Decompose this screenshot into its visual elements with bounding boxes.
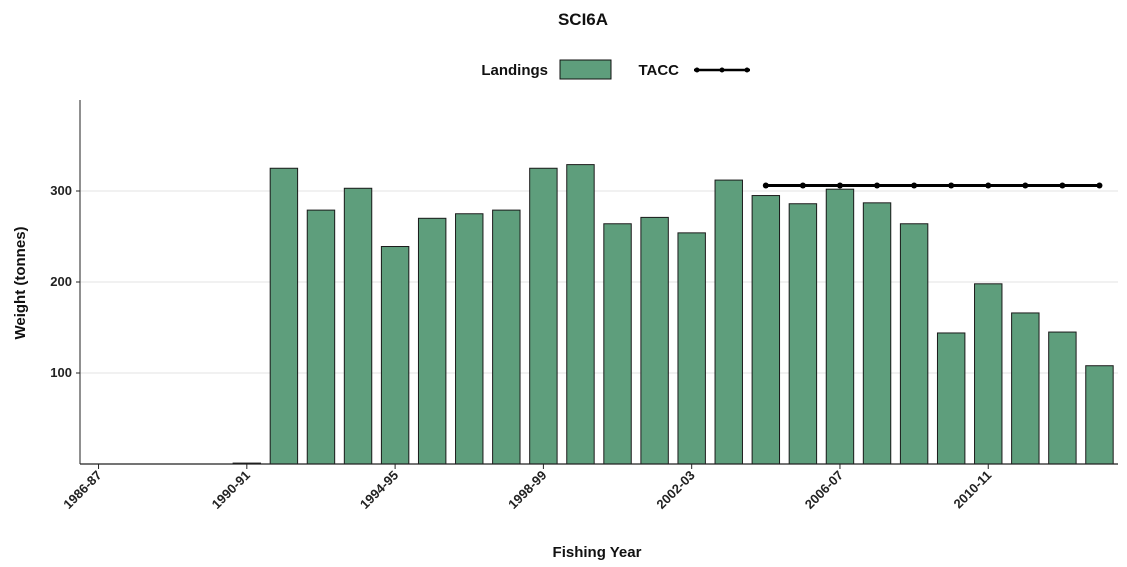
bar-landings <box>269 167 299 465</box>
x-tick-label: 1990-91 <box>209 468 253 512</box>
chart-title: SCI6A <box>558 10 608 29</box>
bar-landings <box>751 195 781 465</box>
bar-landings <box>677 232 706 465</box>
bar-landings <box>640 216 669 465</box>
bar-landings <box>306 209 336 465</box>
bar-landings <box>343 187 373 465</box>
y-tick-label: 200 <box>50 274 72 289</box>
tacc-point <box>836 182 843 189</box>
bar-landings <box>455 213 484 465</box>
bar-landings <box>825 188 855 465</box>
tacc-point <box>874 182 881 189</box>
y-tick-label: 100 <box>50 365 72 380</box>
bar-landings <box>417 217 447 465</box>
bar-landings <box>492 209 521 465</box>
bar-landings <box>899 223 929 465</box>
y-tick-labels: 100 200 300 <box>50 183 72 380</box>
legend-label-tacc: TACC <box>638 62 679 79</box>
tacc-point <box>799 182 806 189</box>
bar-landings <box>714 179 743 465</box>
tacc-point <box>1096 182 1103 189</box>
x-tick-label: 2010-11 <box>951 468 995 512</box>
axes <box>76 100 1118 469</box>
x-tick-label: 1986-87 <box>60 468 104 512</box>
y-tick-label: 300 <box>50 183 72 198</box>
bar-landings <box>1048 331 1077 465</box>
tacc-point <box>948 182 955 189</box>
x-tick-labels: 1986-87 1990-91 1994-95 1998-99 2002-03 2006-… <box>60 468 994 512</box>
landings-bars <box>232 164 1114 465</box>
x-tick-label: 2006-07 <box>802 468 846 512</box>
x-tick-label: 2002-03 <box>653 468 697 512</box>
bar-landings <box>566 164 595 465</box>
x-tick-label: 1994-95 <box>357 468 401 512</box>
tacc-point <box>1022 182 1029 189</box>
legend: Landings TACC <box>481 59 750 80</box>
tacc-point <box>762 182 769 189</box>
legend-swatch-tacc <box>694 67 750 73</box>
bar-landings <box>788 203 818 465</box>
tacc-point <box>985 182 992 189</box>
bar-landings <box>1085 365 1114 465</box>
bar-landings <box>936 332 966 465</box>
bar-landings <box>974 283 1003 465</box>
legend-label-landings: Landings <box>481 62 548 79</box>
x-tick-label: 1998-99 <box>505 468 549 512</box>
bar-landings <box>529 167 558 465</box>
bar-landings <box>1011 312 1040 465</box>
legend-swatch-landings <box>559 59 612 80</box>
tacc-point <box>1059 182 1066 189</box>
bar-landings <box>380 246 410 465</box>
y-axis-title: Weight (tonnes) <box>12 226 29 339</box>
tacc-line <box>762 182 1103 189</box>
tacc-point <box>911 182 918 189</box>
bar-landings <box>862 202 892 465</box>
x-axis-title: Fishing Year <box>553 544 642 561</box>
bar-landings <box>603 223 632 465</box>
